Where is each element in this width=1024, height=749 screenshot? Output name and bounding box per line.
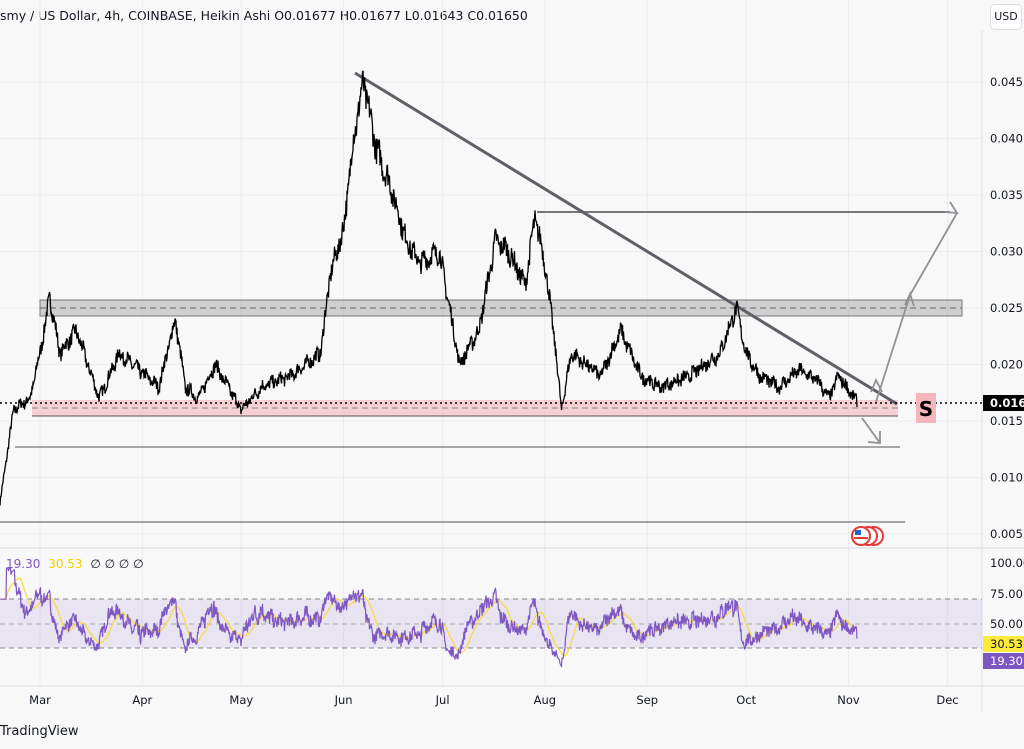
time-tick: Mar bbox=[29, 693, 51, 707]
time-tick: Aug bbox=[534, 693, 556, 707]
rsi-legend-value: 19.30 bbox=[6, 557, 41, 571]
rsi-value: 19.30 bbox=[990, 654, 1023, 668]
rsi-badge bbox=[983, 653, 1024, 669]
grid bbox=[0, 0, 982, 686]
signal-badge bbox=[916, 393, 936, 423]
current-price-badge bbox=[983, 395, 1024, 411]
price-tick: 0.025 bbox=[990, 301, 1023, 315]
rsi-line bbox=[0, 567, 858, 668]
tradingview-logo: TradingView bbox=[0, 724, 79, 739]
price-tick: 0.005 bbox=[990, 527, 1023, 541]
symbol-legend: smy / US Dollar, 4h, COINBASE, Heikin As… bbox=[0, 8, 528, 23]
price-series bbox=[0, 70, 858, 506]
time-tick: Jul bbox=[435, 693, 450, 707]
price-tick: 0.035 bbox=[990, 188, 1023, 202]
price-tick: 0.020 bbox=[990, 358, 1023, 372]
time-tick: Jun bbox=[334, 693, 353, 707]
descending-trendline bbox=[354, 71, 898, 406]
time-tick: Apr bbox=[132, 693, 152, 707]
time-tick: Dec bbox=[936, 693, 958, 707]
projection-arrows bbox=[861, 201, 959, 444]
time-tick: Sep bbox=[636, 693, 658, 707]
price-tick: 0.040 bbox=[990, 132, 1023, 146]
rsi-ma-value: 30.53 bbox=[990, 637, 1023, 651]
time-tick: May bbox=[229, 693, 253, 707]
price-tick: 0.045 bbox=[990, 75, 1023, 89]
currency-button[interactable]: USD bbox=[990, 4, 1022, 30]
up-arrowhead bbox=[944, 201, 959, 215]
rsi-legend-extra: ∅ ∅ ∅ ∅ bbox=[90, 557, 144, 571]
price-tick: 0.030 bbox=[990, 245, 1023, 259]
down-arrowhead bbox=[867, 431, 881, 444]
time-tick: Nov bbox=[837, 693, 860, 707]
rsi-tick: 75.00 bbox=[990, 587, 1023, 601]
rsi-tick: 100.00 bbox=[990, 556, 1024, 570]
mid-arrowhead bbox=[904, 291, 915, 307]
current-price: 0.016 bbox=[990, 396, 1024, 410]
price-tick: 0.010 bbox=[990, 471, 1023, 485]
signal-label: S bbox=[919, 397, 933, 421]
time-tick: Oct bbox=[736, 693, 756, 707]
start-arrowhead bbox=[870, 377, 883, 393]
rsi-ma-legend-value: 30.53 bbox=[48, 557, 83, 571]
price-tick: 0.015 bbox=[990, 414, 1023, 428]
down-arrow bbox=[861, 417, 881, 444]
rsi-ma-badge bbox=[983, 636, 1024, 652]
rsi-tick: 50.00 bbox=[990, 617, 1023, 631]
rsi-legend: 19.30 30.53 ∅ ∅ ∅ ∅ bbox=[6, 557, 144, 571]
flag-icon bbox=[851, 526, 884, 546]
